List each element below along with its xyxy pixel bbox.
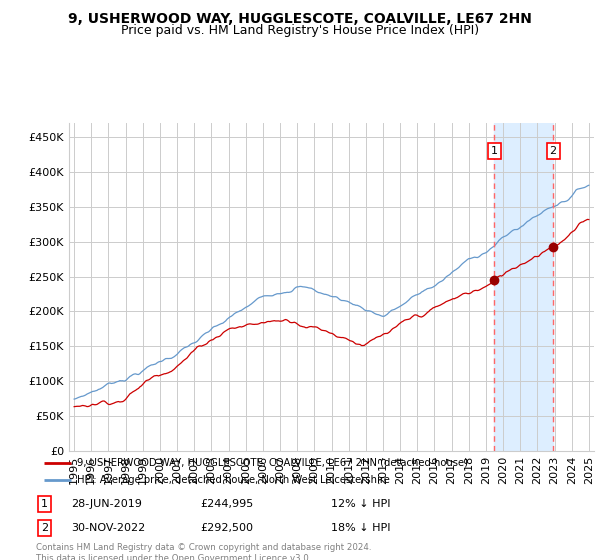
- Text: 9, USHERWOOD WAY, HUGGLESCOTE, COALVILLE, LE67 2HN (detached house): 9, USHERWOOD WAY, HUGGLESCOTE, COALVILLE…: [77, 458, 468, 468]
- Text: £292,500: £292,500: [200, 522, 253, 533]
- Text: 1: 1: [491, 146, 498, 156]
- Text: 12% ↓ HPI: 12% ↓ HPI: [331, 499, 391, 509]
- Text: 18% ↓ HPI: 18% ↓ HPI: [331, 522, 391, 533]
- Text: 2: 2: [41, 522, 48, 533]
- Text: 2: 2: [550, 146, 557, 156]
- Text: Contains HM Land Registry data © Crown copyright and database right 2024.
This d: Contains HM Land Registry data © Crown c…: [36, 543, 371, 560]
- Text: Price paid vs. HM Land Registry's House Price Index (HPI): Price paid vs. HM Land Registry's House …: [121, 24, 479, 36]
- Text: 1: 1: [41, 499, 47, 509]
- Text: HPI: Average price, detached house, North West Leicestershire: HPI: Average price, detached house, Nort…: [77, 475, 390, 486]
- Bar: [494, 123, 553, 451]
- Text: 28-JUN-2019: 28-JUN-2019: [71, 499, 142, 509]
- Text: 30-NOV-2022: 30-NOV-2022: [71, 522, 146, 533]
- Text: 9, USHERWOOD WAY, HUGGLESCOTE, COALVILLE, LE67 2HN: 9, USHERWOOD WAY, HUGGLESCOTE, COALVILLE…: [68, 12, 532, 26]
- Text: £244,995: £244,995: [200, 499, 253, 509]
